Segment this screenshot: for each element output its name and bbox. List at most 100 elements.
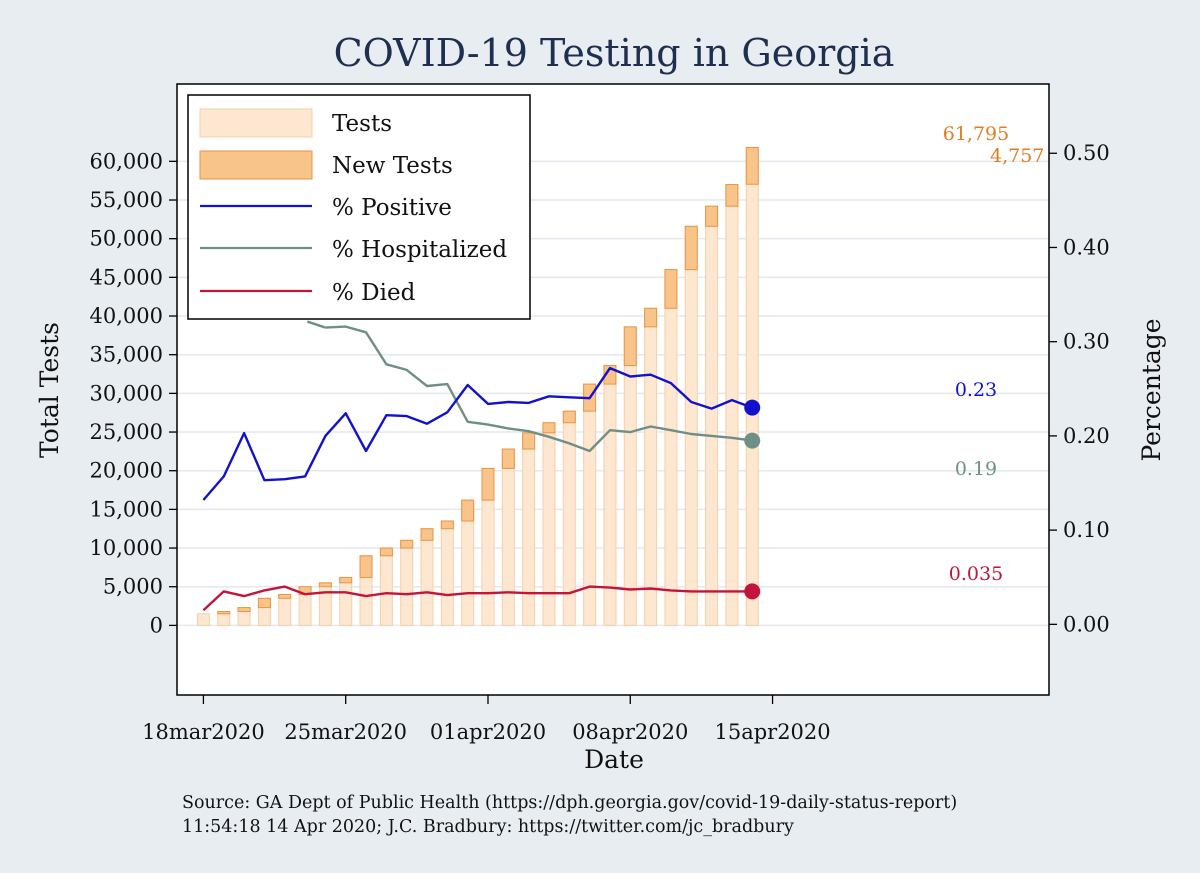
bar-new-tests (318, 582, 332, 588)
left-tick-label: 10,000 (90, 536, 163, 560)
source-line-1: Source: GA Dept of Public Health (https:… (182, 793, 957, 813)
bar-new-tests (400, 539, 414, 549)
bar-new-tests (644, 307, 658, 328)
end-annotations: 61,795 4,757 0.23 0.19 0.035 (943, 123, 1045, 585)
bar-tests (664, 269, 678, 626)
bar-new-tests (359, 555, 373, 578)
x-tick-label: 08apr2020 (572, 720, 688, 744)
legend-label-died: % Died (332, 280, 416, 306)
bar-new-tests (440, 520, 454, 530)
right-tick-label: 0.40 (1063, 235, 1110, 259)
bar-new-tests (725, 184, 739, 207)
bar-tests (400, 539, 414, 626)
annotation-hospitalized: 0.19 (955, 458, 997, 480)
bar-new-tests (562, 410, 576, 424)
line-died-end-marker (744, 583, 761, 600)
bar-new-tests (278, 593, 292, 599)
x-tick-label: 25mar2020 (284, 720, 407, 744)
bar-new-tests (339, 576, 353, 584)
right-tick-label: 0.50 (1063, 141, 1110, 165)
right-axis: 0.00 0.10 0.20 0.30 0.40 0.50 (1049, 141, 1110, 636)
bar-tests (522, 432, 536, 626)
plot-frame (176, 83, 1050, 696)
bar-tests (196, 613, 210, 626)
legend-swatch-new-tests (199, 150, 313, 180)
bar-tests (745, 146, 759, 626)
chart-title: COVID-19 Testing in Georgia (334, 31, 895, 75)
right-tick-label: 0.10 (1063, 518, 1110, 542)
x-tick-label: 18mar2020 (142, 720, 265, 744)
bar-tests (420, 528, 434, 626)
bar-new-tests (623, 326, 637, 367)
bar-tests (278, 593, 292, 626)
right-tick-label: 0.30 (1063, 330, 1110, 354)
left-tick-label: 5,000 (103, 575, 163, 599)
bar-tests (339, 576, 353, 626)
bar-tests (440, 520, 454, 626)
bar-new-tests (501, 448, 515, 469)
right-tick-label: 0.00 (1063, 612, 1110, 636)
left-axis: 0 5,000 10,000 15,000 20,000 25,000 30,000 35,0… (90, 149, 177, 637)
bar-tests (684, 225, 698, 626)
line-hospitalized (325, 325, 753, 453)
bar-tests (318, 582, 332, 626)
bar-tests (725, 184, 739, 626)
bar-tests (705, 205, 719, 626)
x-tick-label: 01apr2020 (430, 720, 546, 744)
x-axis-label: Date (584, 745, 644, 774)
right-tick-label: 0.20 (1063, 424, 1110, 448)
left-tick-label: 25,000 (90, 420, 163, 444)
x-tick-label: 15apr2020 (714, 720, 830, 744)
left-tick-label: 0 (150, 613, 163, 637)
bar-tests (501, 448, 515, 626)
y-axis-label-right: Percentage (1137, 318, 1166, 461)
legend-label-tests: Tests (332, 111, 392, 137)
bar-new-tests (257, 597, 271, 609)
annotation-positive: 0.23 (955, 379, 997, 401)
line-positive (202, 366, 753, 501)
bar-new-tests (481, 467, 495, 501)
left-tick-label: 20,000 (90, 459, 163, 483)
left-tick-label: 50,000 (90, 227, 163, 251)
line-positive-end-marker (744, 399, 761, 416)
bar-tests (623, 326, 637, 626)
bar-tests (379, 547, 393, 626)
annotation-new-tests: 4,757 (990, 145, 1044, 167)
bar-new-tests (522, 432, 536, 450)
legend-label-new-tests: New Tests (332, 153, 453, 179)
line-hospitalized-lead (307, 320, 326, 329)
left-tick-label: 30,000 (90, 381, 163, 405)
left-tick-label: 45,000 (90, 265, 163, 289)
bars (196, 146, 759, 626)
legend-swatch-tests (199, 108, 313, 138)
bar-new-tests (379, 547, 393, 557)
legend-label-positive: % Positive (332, 195, 452, 221)
left-tick-label: 40,000 (90, 304, 163, 328)
left-tick-label: 55,000 (90, 188, 163, 212)
left-tick-label: 60,000 (90, 149, 163, 173)
annotation-total-tests: 61,795 (943, 123, 1009, 145)
bar-new-tests (420, 528, 434, 541)
legend: Tests New Tests % Positive % Hospitalize… (187, 94, 531, 320)
bar-tests (542, 422, 556, 626)
x-axis: 18mar2020 25mar2020 01apr2020 08apr2020 15ap… (142, 695, 831, 744)
y-axis-label-left: Total Tests (35, 322, 64, 458)
bar-new-tests (664, 269, 678, 309)
bar-new-tests (705, 205, 719, 227)
bar-new-tests (542, 422, 556, 434)
annotation-died: 0.035 (949, 563, 1003, 585)
bar-new-tests (461, 499, 475, 522)
source-line-2: 11:54:18 14 Apr 2020; J.C. Bradbury: htt… (182, 817, 794, 837)
line-died (202, 585, 753, 612)
bar-new-tests (745, 146, 759, 185)
line-hospitalized-end-marker (744, 432, 761, 449)
legend-label-hospitalized: % Hospitalized (332, 237, 507, 263)
left-tick-label: 35,000 (90, 343, 163, 367)
bar-tests (644, 307, 658, 626)
lines (202, 320, 761, 612)
bar-new-tests (217, 610, 231, 615)
left-tick-label: 15,000 (90, 497, 163, 521)
bar-new-tests (237, 607, 251, 612)
bar-new-tests (684, 225, 698, 271)
